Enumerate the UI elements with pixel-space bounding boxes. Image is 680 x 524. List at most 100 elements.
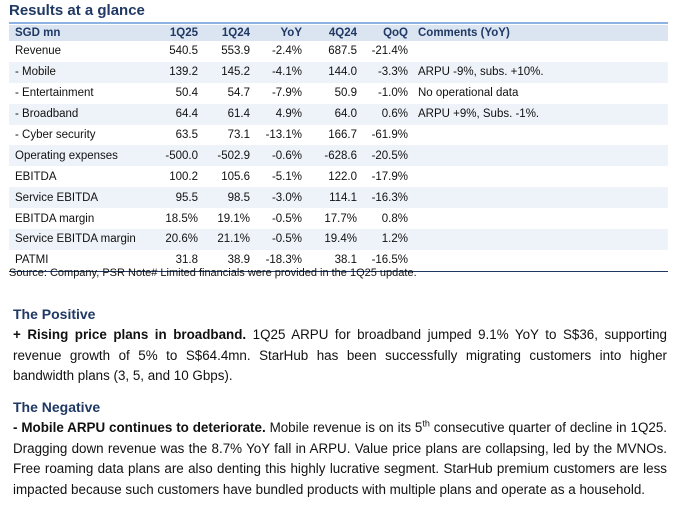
row-label: Operating expenses <box>9 145 147 167</box>
table-row: Revenue 540.5 553.9 -2.4% 687.5 -21.4% <box>9 41 668 62</box>
table-row: PATMI 31.8 38.9 -18.3% 38.1 -16.5% <box>9 249 668 272</box>
table-cell: -5.1% <box>271 170 302 183</box>
table-cell: -4.1% <box>252 61 304 83</box>
table-row: - Entertainment 50.4 54.7 -7.9% 50.9 -1.… <box>9 83 668 104</box>
positive-heading: The Positive <box>13 306 96 322</box>
table-cell: 31.8 <box>147 249 200 272</box>
table-cell: 38.1 <box>304 249 359 272</box>
table-cell: 21.1% <box>200 229 252 250</box>
table-cell: -18.3% <box>252 249 304 272</box>
table-cell: -0.5% <box>252 229 304 250</box>
table-cell: 540.5 <box>169 45 198 58</box>
table-cell: 98.5 <box>200 187 252 209</box>
table-cell: 553.9 <box>221 45 250 58</box>
negative-heading: The Negative <box>13 399 101 415</box>
row-label: - Entertainment <box>15 87 94 100</box>
table-cell: -17.9% <box>371 170 408 183</box>
table-row: Operating expenses -500.0 -502.9 -0.6% -… <box>9 145 668 167</box>
table-cell: 73.1 <box>227 129 250 141</box>
table-row: Service EBITDA 95.5 98.5 -3.0% 114.1 -16… <box>9 187 668 209</box>
table-row: Service EBITDA margin 20.6% 21.1% -0.5% … <box>9 229 668 250</box>
column-header: QoQ <box>359 25 410 41</box>
column-header: Comments (YoY) <box>410 25 668 41</box>
table-cell: 64.0 <box>304 103 359 125</box>
table-cell: 95.5 <box>147 187 200 209</box>
table-cell: 105.6 <box>221 170 250 183</box>
table-cell: -16.3% <box>359 187 410 209</box>
comment-cell: ARPU -9%, subs. +10%. <box>410 61 668 83</box>
negative-body-start: Mobile revenue is on its 5 <box>265 420 423 435</box>
column-header: 1Q25 <box>147 25 200 41</box>
table-cell: 144.0 <box>304 61 359 83</box>
table-cell: 166.7 <box>328 129 357 141</box>
table-cell: -61.9% <box>371 129 408 141</box>
comment-cell <box>410 187 668 209</box>
row-label: EBITDA <box>15 170 57 183</box>
table-cell: -628.6 <box>304 145 359 167</box>
table-cell: -2.4% <box>271 45 302 58</box>
negative-body-rest: consecutive quarter of decline in 1Q25. … <box>13 420 667 497</box>
positive-paragraph: + Rising price plans in broadband. 1Q25 … <box>13 325 667 387</box>
table-cell: 0.6% <box>359 103 410 125</box>
page-title: Results at a glance <box>9 2 145 19</box>
comment-cell <box>410 41 668 62</box>
comment-cell <box>410 229 668 250</box>
table-cell: -1.0% <box>377 87 408 100</box>
ordinal-suffix: th <box>422 418 430 429</box>
comment-cell: No operational data <box>418 87 519 100</box>
table-row: - Mobile 139.2 145.2 -4.1% 144.0 -3.3% A… <box>9 61 668 83</box>
row-label: - Mobile <box>9 61 147 83</box>
row-label: Service EBITDA <box>9 187 147 209</box>
table-cell: 19.4% <box>304 229 359 250</box>
column-header: 4Q24 <box>304 25 359 41</box>
table-cell: -502.9 <box>200 145 252 167</box>
table-cell: 18.5% <box>165 212 198 225</box>
comment-cell <box>410 208 668 229</box>
row-label: PATMI <box>9 249 147 272</box>
row-label: Revenue <box>15 45 62 58</box>
title-divider <box>9 22 668 24</box>
table-cell: -16.5% <box>359 249 410 272</box>
table-header-row: SGD mn 1Q25 1Q24 YoY 4Q24 QoQ Comments (… <box>9 25 668 41</box>
table-cell: 17.7% <box>324 212 357 225</box>
table-row: EBITDA 100.2 105.6 -5.1% 122.0 -17.9% <box>9 166 668 187</box>
table-cell: -500.0 <box>147 145 200 167</box>
table-cell: 114.1 <box>304 187 359 209</box>
table-cell: 50.9 <box>334 87 357 100</box>
column-header: SGD mn <box>9 25 147 41</box>
positive-lead: + Rising price plans in broadband. <box>13 327 247 342</box>
table-cell: 20.6% <box>147 229 200 250</box>
table-cell: 19.1% <box>217 212 250 225</box>
table-cell: 122.0 <box>328 170 357 183</box>
comment-cell <box>410 125 668 146</box>
table-cell: 100.2 <box>169 170 198 183</box>
source-note: Source: Company, PSR Note# Limited finan… <box>9 267 417 279</box>
results-table: SGD mn 1Q25 1Q24 YoY 4Q24 QoQ Comments (… <box>9 25 668 272</box>
table-cell: 54.7 <box>227 87 250 100</box>
table-cell: -7.9% <box>271 87 302 100</box>
table-row: - Cyber security 63.5 73.1 -13.1% 166.7 … <box>9 125 668 146</box>
table-cell: -0.6% <box>252 145 304 167</box>
row-label: Service EBITDA margin <box>9 229 147 250</box>
table-row: EBITDA margin 18.5% 19.1% -0.5% 17.7% 0.… <box>9 208 668 229</box>
table-cell: 4.9% <box>252 103 304 125</box>
row-label: EBITDA margin <box>15 212 95 225</box>
comment-cell <box>410 166 668 187</box>
table-cell: -13.1% <box>265 129 302 141</box>
table-cell: 1.2% <box>359 229 410 250</box>
comment-cell <box>410 249 668 272</box>
table-cell: 64.4 <box>147 103 200 125</box>
column-header: YoY <box>252 25 304 41</box>
row-label: - Broadband <box>9 103 147 125</box>
table-cell: -20.5% <box>359 145 410 167</box>
table-cell: 63.5 <box>175 129 198 141</box>
table-cell: 139.2 <box>147 61 200 83</box>
column-header: 1Q24 <box>200 25 252 41</box>
comment-cell: ARPU +9%, Subs. -1%. <box>410 103 668 125</box>
table-cell: -0.5% <box>271 212 302 225</box>
positive-body: 1Q25 ARPU for broadband jumped 9.1% YoY … <box>13 327 667 384</box>
comment-cell <box>410 145 668 167</box>
table-row: - Broadband 64.4 61.4 4.9% 64.0 0.6% ARP… <box>9 103 668 125</box>
table-cell: 145.2 <box>200 61 252 83</box>
table-cell: 0.8% <box>381 212 408 225</box>
